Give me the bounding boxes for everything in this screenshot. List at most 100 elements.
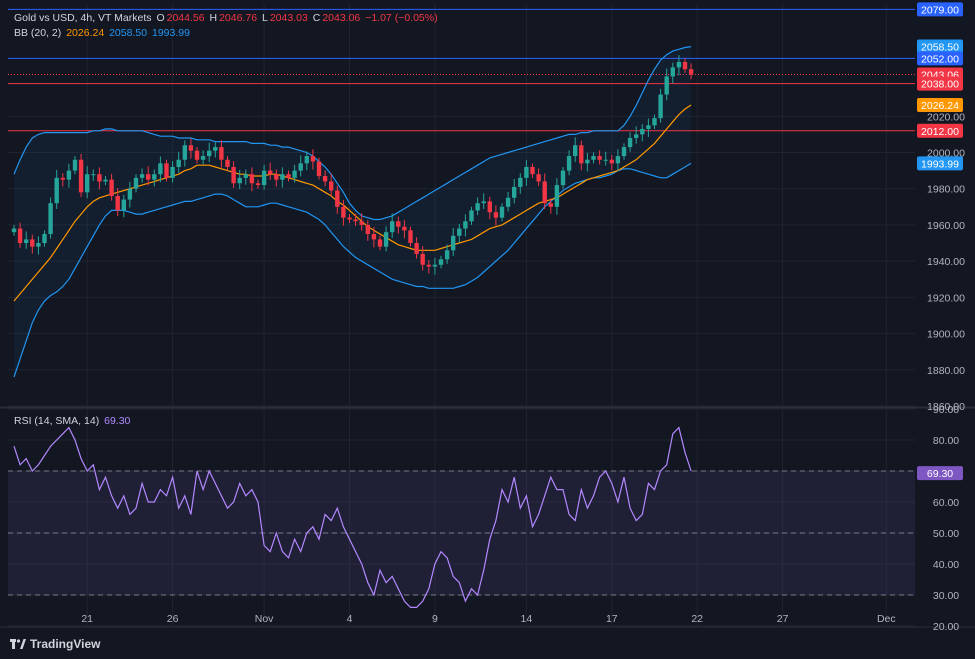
- candles: [11, 55, 694, 275]
- rsi-label: RSI (14, SMA, 14): [14, 415, 100, 427]
- candle-body: [353, 219, 358, 222]
- candle-body: [237, 177, 242, 184]
- candle-body: [652, 118, 657, 126]
- candle-body: [603, 159, 608, 161]
- candle-body: [640, 128, 645, 135]
- candle-body: [664, 76, 669, 95]
- candle-body: [219, 147, 224, 160]
- candle-body: [579, 145, 584, 164]
- candle-body: [420, 253, 425, 265]
- price-axis-label-text: 2038.00: [921, 79, 959, 91]
- legend-low-value: 2043.03: [269, 12, 308, 24]
- time-axis-tick: 27: [777, 613, 789, 625]
- candle-body: [152, 174, 157, 180]
- candle-body: [566, 156, 572, 171]
- candle-body: [530, 166, 535, 175]
- candle-body: [512, 186, 517, 198]
- price-axis-label-2038.00: 2038.00: [917, 76, 963, 91]
- candle-body: [688, 69, 694, 75]
- price-axis-label-bg: [917, 97, 963, 112]
- candle-body: [133, 177, 139, 189]
- rsi-legend: RSI (14, SMA, 14) 69.30: [14, 415, 132, 427]
- price-axis-label-text: 2012.00: [921, 126, 959, 138]
- candle-body: [634, 134, 639, 138]
- candle-body: [60, 177, 65, 180]
- candle-body: [322, 176, 328, 182]
- price-axis-label-text: 2058.50: [921, 42, 959, 54]
- bb-upper-line: [13, 46, 692, 221]
- candle-body: [335, 190, 340, 207]
- legend-close-label: C: [312, 12, 321, 24]
- candle-body: [475, 203, 480, 211]
- candle-body: [109, 179, 114, 196]
- candle-body: [66, 170, 72, 180]
- watermark-text: TradingView: [30, 637, 101, 651]
- candle-body: [194, 150, 200, 160]
- price-axis-label-2079.00: 2079.00: [917, 2, 963, 17]
- price-axis-label-text: 2079.00: [921, 4, 959, 16]
- candle-body: [121, 199, 126, 211]
- rsi-axis-tick: 40.00: [933, 559, 959, 571]
- price-axis-label-2012.00: 2012.00: [917, 123, 963, 138]
- candle-body: [371, 233, 377, 240]
- rsi-axis-tick: 50.00: [933, 528, 959, 540]
- price-axis-label-bg: [917, 51, 963, 66]
- candle-body: [48, 203, 53, 234]
- bb-lower-line: [13, 162, 692, 378]
- bb-legend: BB (20, 2) 2026.24 2058.50 1993.99: [14, 27, 192, 39]
- candle-body: [487, 201, 492, 213]
- time-axis-tick: 21: [81, 613, 93, 625]
- candle-body: [72, 159, 78, 171]
- candle-body: [505, 197, 511, 207]
- candle-body: [182, 145, 187, 160]
- price-axis-tick: 1880.00: [927, 365, 965, 377]
- bb-lower-value: 1993.99: [151, 27, 190, 39]
- price-axis-label-text: 2052.00: [921, 53, 959, 65]
- candle-body: [591, 156, 596, 160]
- price-axis-tick: 1920.00: [927, 292, 965, 304]
- candle-body: [627, 138, 633, 148]
- candle-body: [518, 177, 523, 187]
- candle-body: [573, 145, 578, 157]
- candle-body: [621, 147, 627, 157]
- legend-title: Gold vs USD, 4h, VT Markets: [14, 12, 152, 24]
- candle-body: [11, 228, 17, 233]
- candle-body: [548, 203, 553, 207]
- candle-body: [597, 156, 602, 160]
- bb-basis-line: [13, 104, 692, 302]
- candle-body: [146, 174, 151, 180]
- candle-body: [243, 174, 248, 178]
- candle-body: [158, 163, 163, 175]
- candle-body: [176, 159, 181, 167]
- candle-body: [554, 185, 560, 207]
- candle-body: [24, 239, 29, 244]
- time-axis-tick: 22: [691, 613, 703, 625]
- candle-body: [91, 174, 96, 176]
- price-axis-tick: 1860.00: [927, 401, 965, 413]
- candle-body: [261, 170, 267, 186]
- rsi-axis-tick: 30.00: [933, 590, 959, 602]
- price-axis-label-text: 1993.99: [921, 158, 959, 170]
- candle-body: [78, 159, 84, 193]
- candle-body: [316, 161, 322, 177]
- price-axis-tick: 1900.00: [927, 329, 965, 341]
- legend-open-label: O: [156, 12, 165, 24]
- candle-body: [615, 156, 621, 164]
- candle-body: [670, 67, 675, 77]
- candle-body: [30, 239, 35, 247]
- candle-body: [280, 174, 285, 180]
- tradingview-watermark: TradingView: [10, 637, 100, 651]
- candle-body: [188, 145, 194, 151]
- rsi-line: [13, 426, 692, 608]
- candle-body: [115, 195, 120, 211]
- candle-body: [341, 206, 346, 218]
- candle-body: [377, 239, 383, 247]
- price-axis-label-2058.50: 2058.50: [917, 39, 963, 54]
- candle-body: [560, 170, 566, 186]
- candle-body: [292, 170, 297, 178]
- candle-body: [542, 181, 547, 204]
- legend-change: −1.07 (−0.05%): [365, 12, 438, 24]
- candle-body: [390, 221, 395, 233]
- candle-body: [676, 61, 682, 68]
